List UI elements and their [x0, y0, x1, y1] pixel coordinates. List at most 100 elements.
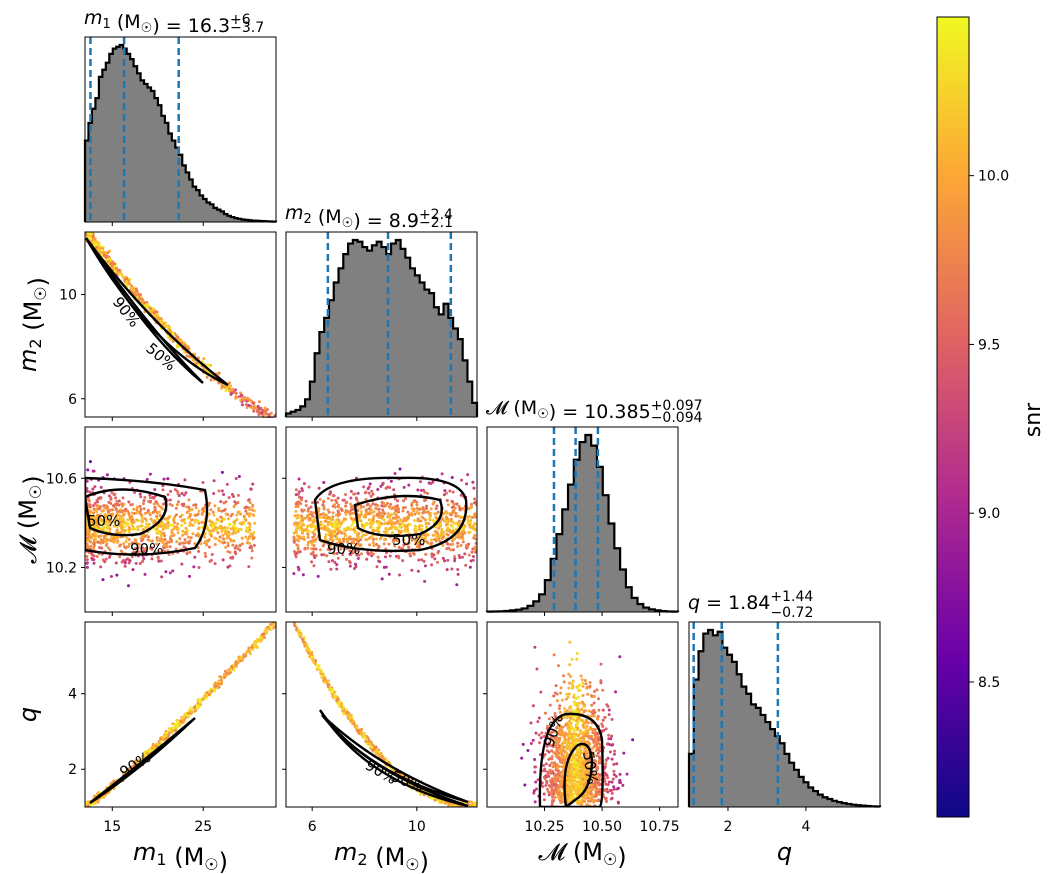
scatter-point [520, 756, 524, 760]
scatter-point [298, 528, 302, 532]
scatter-point [123, 561, 127, 565]
scatter-point [88, 503, 92, 507]
scatter-point [329, 567, 333, 571]
scatter-point [105, 473, 109, 477]
scatter-point [141, 528, 145, 532]
scatter-point [159, 559, 163, 563]
scatter-point [306, 536, 310, 540]
scatter-point [249, 544, 253, 548]
scatter-point [148, 496, 152, 500]
scatter-point [97, 507, 101, 511]
scatter-point [108, 548, 112, 552]
scatter-point [310, 657, 314, 661]
scatter-point [161, 507, 165, 511]
scatter-point [350, 511, 354, 515]
scatter-point [197, 509, 201, 513]
scatter-point [150, 557, 154, 561]
scatter-point [366, 550, 370, 554]
scatter-point [429, 482, 433, 486]
scatter-point [165, 731, 169, 735]
scatter-point [237, 395, 241, 399]
scatter-point [88, 228, 91, 231]
scatter-point [581, 795, 585, 799]
scatter-point [197, 549, 201, 553]
scatter-point [119, 526, 123, 530]
scatter-point [250, 643, 254, 647]
scatter-point [297, 539, 301, 543]
scatter-point [364, 533, 368, 537]
scatter-point [368, 543, 372, 547]
scatter-point [179, 719, 183, 723]
scatter-point [323, 535, 327, 539]
hist-outline-m2 [284, 238, 479, 417]
scatter-point [294, 509, 298, 513]
scatter-point [603, 779, 607, 783]
scatter-point [85, 227, 88, 230]
scatter-point [169, 540, 173, 544]
scatter-point [445, 516, 449, 520]
scatter-point [85, 489, 89, 493]
scatter-point [318, 548, 322, 552]
scatter-point [370, 489, 374, 493]
scatter-point [188, 521, 192, 525]
scatter-point [331, 696, 335, 700]
scatter-point [92, 554, 96, 558]
scatter-point [134, 550, 138, 554]
scatter-point [371, 502, 375, 506]
scatter-point [223, 386, 227, 390]
scatter-point [86, 229, 89, 232]
scatter-point [232, 505, 236, 509]
scatter-point [618, 772, 622, 776]
scatter-point [546, 724, 550, 728]
scatter-point [227, 532, 231, 536]
scatter-point [433, 530, 437, 534]
scatter-point [410, 568, 414, 572]
scatter-point [331, 539, 335, 543]
scatter-point [120, 509, 124, 513]
scatter-point [349, 502, 353, 506]
scatter-point [235, 518, 239, 522]
scatter-point [175, 503, 179, 507]
scatter-point [376, 752, 380, 756]
scatter-point [131, 518, 135, 522]
scatter-point [451, 490, 455, 494]
scatter-point [172, 517, 176, 521]
scatter-point [178, 542, 182, 546]
scatter-point [458, 506, 462, 510]
scatter-point [302, 482, 306, 486]
scatter-point [116, 269, 120, 273]
scatter-point [154, 744, 158, 748]
scatter-point [134, 541, 138, 545]
scatter-point [322, 527, 326, 531]
scatter-point [142, 498, 146, 502]
scatter-point [371, 541, 375, 545]
scatter-point [310, 541, 314, 545]
scatter-point [322, 481, 326, 485]
scatter-point [387, 542, 391, 546]
scatter-point [302, 636, 306, 640]
scatter-point [301, 518, 305, 522]
scatter-point [155, 536, 159, 540]
scatter-point [88, 490, 92, 494]
scatter-point [295, 628, 299, 632]
scatter-point [401, 509, 405, 513]
scatter-point [121, 559, 125, 563]
scatter-point [238, 548, 242, 552]
scatter-point [305, 645, 309, 649]
scatter-point [368, 518, 372, 522]
scatter-point [317, 507, 321, 511]
scatter-point [137, 550, 141, 554]
scatter-point [474, 808, 477, 811]
scatter-point [445, 568, 449, 572]
scatter-point [249, 532, 253, 536]
scatter-point [162, 477, 166, 481]
scatter-point [407, 545, 411, 549]
scatter-point [249, 405, 253, 409]
contour-label: 50% [87, 512, 120, 530]
scatter-point [299, 502, 303, 506]
scatter-point [186, 540, 190, 544]
scatter-point [250, 549, 254, 553]
scatter-point [148, 500, 152, 504]
scatter-point [448, 489, 452, 493]
scatter-point [92, 534, 96, 538]
